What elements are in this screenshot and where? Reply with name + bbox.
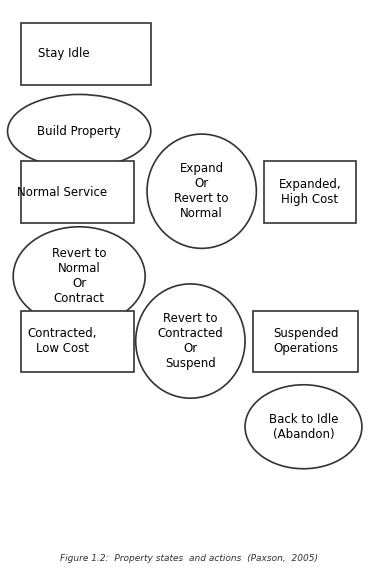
Text: Revert to
Contracted
Or
Suspend: Revert to Contracted Or Suspend <box>158 312 223 370</box>
Text: Revert to
Normal
Or
Contract: Revert to Normal Or Contract <box>52 247 106 305</box>
Text: Build Property: Build Property <box>37 125 121 138</box>
Text: Expanded,
High Cost: Expanded, High Cost <box>279 178 341 206</box>
Text: Contracted,
Low Cost: Contracted, Low Cost <box>28 327 97 355</box>
FancyBboxPatch shape <box>253 311 358 372</box>
Text: Suspended
Operations: Suspended Operations <box>273 327 339 355</box>
FancyBboxPatch shape <box>21 161 134 223</box>
Ellipse shape <box>8 94 151 168</box>
Ellipse shape <box>147 134 256 248</box>
Ellipse shape <box>13 227 145 326</box>
Ellipse shape <box>136 284 245 398</box>
FancyBboxPatch shape <box>21 311 134 372</box>
Text: Back to Idle
(Abandon): Back to Idle (Abandon) <box>269 413 338 441</box>
Ellipse shape <box>245 385 362 469</box>
FancyBboxPatch shape <box>264 161 356 223</box>
Text: Stay Idle: Stay Idle <box>38 47 89 60</box>
Text: Expand
Or
Revert to
Normal: Expand Or Revert to Normal <box>175 162 229 220</box>
Text: Figure 1.2:  Property states  and actions  (Paxson,  2005): Figure 1.2: Property states and actions … <box>60 554 317 563</box>
Text: Normal Service: Normal Service <box>17 186 107 199</box>
FancyBboxPatch shape <box>21 23 151 85</box>
